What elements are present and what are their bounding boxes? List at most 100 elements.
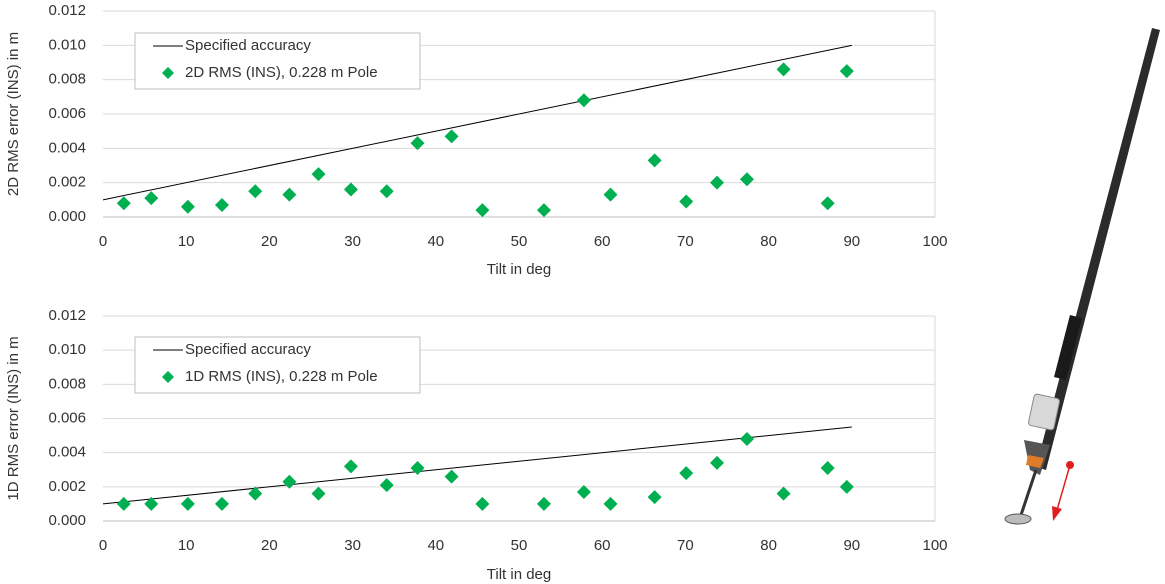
point [536, 203, 551, 218]
point [444, 129, 459, 144]
point [576, 93, 591, 108]
y-axis-label: 2D RMS error (INS) in m [5, 32, 22, 196]
legend-label: 1D RMS (INS), 0.228 m Pole [185, 368, 378, 385]
x-tick-label: 90 [843, 537, 860, 554]
x-tick-label: 20 [261, 233, 278, 250]
point [576, 484, 591, 499]
y-tick-label: 0.002 [48, 478, 86, 495]
point [282, 187, 297, 202]
x-tick-label: 20 [261, 537, 278, 554]
point [410, 136, 425, 151]
legend-box [134, 336, 421, 394]
point [311, 486, 326, 501]
point [776, 62, 791, 77]
chart: 0.000 0.002 0.004 0.006 0.008 0.010 0.012 0 10 20… [5, 307, 948, 583]
y-tick-label: 0.012 [48, 2, 86, 19]
point [839, 479, 854, 494]
point [248, 486, 263, 501]
point [475, 203, 490, 218]
y-tick-label: 0.010 [48, 36, 86, 53]
ins-unit [1028, 393, 1060, 431]
x-tick-label: 0 [99, 537, 107, 554]
x-tick-label: 60 [594, 537, 611, 554]
x-tick-label: 40 [427, 233, 444, 250]
point [820, 461, 835, 476]
point [180, 496, 195, 511]
arrow-shaft [1056, 464, 1071, 511]
point [739, 172, 754, 187]
point [710, 455, 725, 470]
accuracy-line [102, 44, 852, 201]
y-tick-label: 0.010 [48, 341, 86, 358]
point [820, 196, 835, 211]
point [710, 175, 725, 190]
chart: 0.000 0.002 0.004 0.006 0.008 0.010 0.012 0 10 20… [5, 2, 948, 278]
y-tick-label: 0.006 [48, 409, 86, 426]
x-tick-label: 70 [677, 233, 694, 250]
legend-marker [162, 371, 174, 383]
point [180, 199, 195, 214]
point [444, 469, 459, 484]
legend-label: Specified accuracy [185, 37, 311, 54]
x-tick-label: 80 [760, 537, 777, 554]
y-tick-label: 0.000 [48, 208, 86, 225]
x-tick-label: 50 [511, 537, 528, 554]
arrow-head [1052, 506, 1062, 521]
point [343, 182, 358, 197]
point [379, 478, 394, 493]
y-tick-label: 0.000 [48, 512, 86, 529]
point [282, 474, 297, 489]
point [144, 496, 159, 511]
point [536, 496, 551, 511]
point [410, 461, 425, 476]
point [343, 459, 358, 474]
point [839, 64, 854, 79]
pole-illustration [1004, 28, 1160, 525]
point [214, 197, 229, 212]
point [647, 490, 662, 505]
y-axis-label: 1D RMS error (INS) in m [5, 336, 22, 500]
legend-label: 2D RMS (INS), 0.228 m Pole [185, 64, 378, 81]
x-tick-label: 80 [760, 233, 777, 250]
y-tick-label: 0.004 [48, 139, 86, 156]
point [679, 194, 694, 209]
x-tick-label: 0 [99, 233, 107, 250]
x-axis-label: Tilt in deg [487, 566, 551, 583]
pole-tip [1018, 469, 1038, 519]
point [603, 187, 618, 202]
y-tick-label: 0.012 [48, 307, 86, 324]
legend-box [134, 32, 421, 90]
point [311, 167, 326, 182]
point [475, 496, 490, 511]
x-tick-label: 70 [677, 537, 694, 554]
x-tick-label: 40 [427, 537, 444, 554]
x-tick-label: 30 [344, 233, 361, 250]
x-tick-label: 90 [843, 233, 860, 250]
x-tick-label: 50 [511, 233, 528, 250]
point [214, 496, 229, 511]
ground-plate [1004, 513, 1032, 525]
pole-ring [1026, 455, 1044, 468]
legend-label: Specified accuracy [185, 341, 311, 358]
y-tick-label: 0.002 [48, 174, 86, 191]
y-tick-label: 0.006 [48, 105, 86, 122]
x-tick-label: 10 [178, 233, 195, 250]
point [679, 466, 694, 481]
point [739, 432, 754, 446]
y-tick-label: 0.004 [48, 444, 86, 461]
point [379, 184, 394, 199]
point [647, 153, 662, 168]
accuracy-line [102, 426, 852, 505]
x-tick-label: 10 [178, 537, 195, 554]
point [248, 184, 263, 199]
pole-grip [1054, 315, 1082, 380]
legend-marker [162, 67, 174, 79]
point [603, 496, 618, 511]
point [116, 496, 131, 511]
point [116, 196, 131, 211]
x-tick-label: 100 [922, 537, 947, 554]
point [776, 486, 791, 501]
x-axis-label: Tilt in deg [487, 261, 551, 278]
point [144, 191, 159, 206]
x-tick-label: 100 [922, 233, 947, 250]
